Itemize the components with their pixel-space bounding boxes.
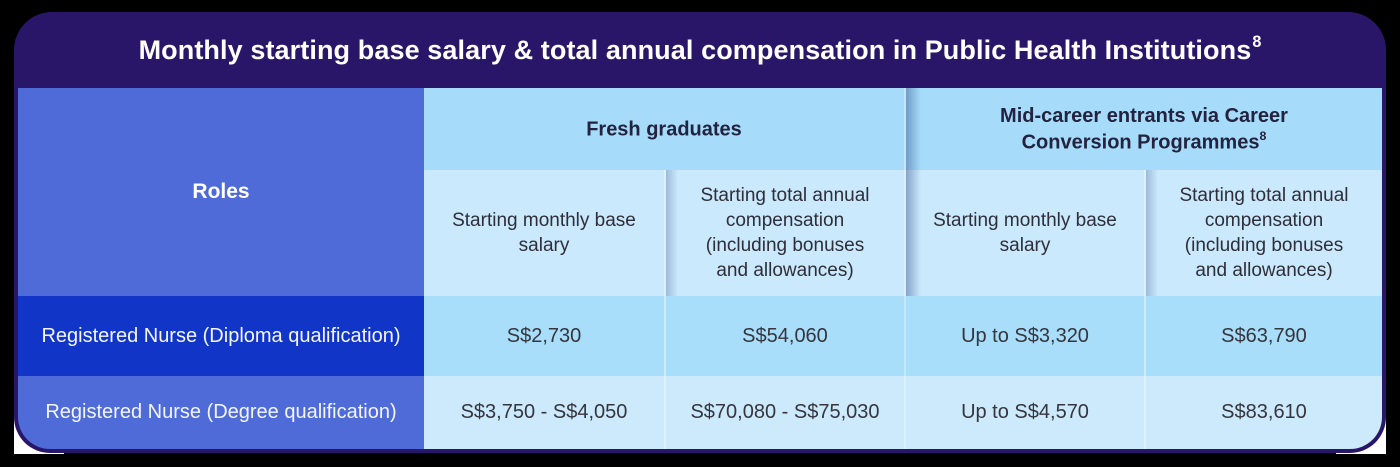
- subheader-mid-annual-compensation: Starting total annual compensation (incl…: [1144, 170, 1382, 296]
- compensation-table: Roles Fresh graduates Mid-career entrant…: [18, 88, 1382, 449]
- group-header-fresh-graduates: Fresh graduates: [424, 88, 904, 170]
- page-title: Monthly starting base salary & total ann…: [138, 32, 1262, 65]
- value-diploma-fresh-annual: S$54,060: [664, 296, 904, 376]
- role-cell-degree: Registered Nurse (Degree qualification): [18, 376, 424, 449]
- value-degree-mid-annual: S$83,610: [1144, 376, 1382, 449]
- value-diploma-fresh-monthly: S$2,730: [424, 296, 664, 376]
- salary-table-card: Monthly starting base salary & total ann…: [14, 12, 1386, 453]
- roles-header-label: Roles: [192, 180, 250, 203]
- role-cell-diploma: Registered Nurse (Diploma qualification): [18, 296, 424, 376]
- value-degree-fresh-monthly: S$3,750 - S$4,050: [424, 376, 664, 449]
- subheader-fresh-annual-compensation: Starting total annual compensation (incl…: [664, 170, 904, 296]
- subheader-fresh-monthly-salary: Starting monthly base salary: [424, 170, 664, 296]
- group-header-fresh-label: Fresh graduates: [586, 118, 742, 141]
- group-header-mid-career: Mid-career entrants via Career Conversio…: [904, 88, 1382, 170]
- mid-career-superscript: 8: [1259, 128, 1267, 143]
- value-degree-fresh-annual: S$70,080 - S$75,030: [664, 376, 904, 449]
- value-diploma-mid-monthly: Up to S$3,320: [904, 296, 1144, 376]
- value-degree-mid-monthly: Up to S$4,570: [904, 376, 1144, 449]
- roles-column-header: Roles: [18, 88, 424, 296]
- title-bar: Monthly starting base salary & total ann…: [14, 12, 1386, 88]
- value-diploma-mid-annual: S$63,790: [1144, 296, 1382, 376]
- title-superscript: 8: [1252, 32, 1262, 51]
- subheader-mid-monthly-salary: Starting monthly base salary: [904, 170, 1144, 296]
- group-header-mid-career-label: Mid-career entrants via Career Conversio…: [1000, 104, 1288, 154]
